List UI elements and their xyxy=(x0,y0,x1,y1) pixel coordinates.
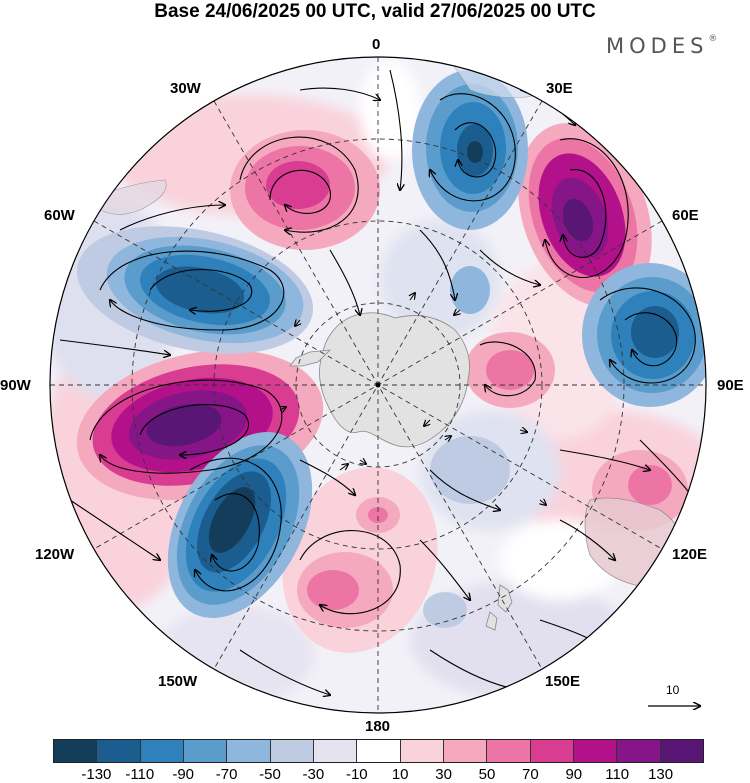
colorbar-swatch xyxy=(270,740,314,762)
lon-label-60e: 60E xyxy=(672,207,699,224)
colorbar-swatch xyxy=(97,740,141,762)
lon-label-180: 180 xyxy=(365,718,391,735)
antarctica-landmass xyxy=(319,312,470,448)
patch-white-north xyxy=(360,60,420,160)
lon-label-30e: 30E xyxy=(546,80,573,97)
south-america-landmass xyxy=(89,179,167,215)
negative-anomaly-80e xyxy=(582,263,706,407)
colorbar-swatch xyxy=(530,740,574,762)
antarctic-peninsula xyxy=(289,349,332,367)
colorbar-swatch xyxy=(660,740,703,762)
wind-vectors xyxy=(280,293,546,505)
colorbar xyxy=(53,739,704,763)
colorbar-tick-label: -10 xyxy=(345,766,368,783)
colorbar-swatch xyxy=(313,740,358,762)
colorbar-tick-label: -130 xyxy=(81,766,112,783)
lon-label-120e: 120E xyxy=(672,546,708,563)
south-pole-marker xyxy=(375,382,381,388)
modes-logo: MODES® xyxy=(606,34,717,58)
lon-label-0: 0 xyxy=(372,36,381,53)
brand-text: MODES xyxy=(606,34,709,58)
lon-label-60w: 60W xyxy=(44,207,75,224)
registered-mark: ® xyxy=(708,34,718,44)
map-title: Base 24/06/2025 00 UTC, valid 27/06/2025… xyxy=(154,1,596,22)
colorbar-swatch xyxy=(573,740,618,762)
colorbar-swatch xyxy=(357,740,401,762)
colorbar-tick-label: 50 xyxy=(478,766,496,783)
negative-anomaly-60w xyxy=(76,226,314,354)
colorbar-swatch xyxy=(487,740,531,762)
negative-anomaly-minor xyxy=(450,266,490,314)
colorbar-swatch xyxy=(54,740,98,762)
lon-label-90e: 90E xyxy=(717,377,744,394)
colorbar-tick-label: -90 xyxy=(172,766,195,783)
colorbar-tick-label: 110 xyxy=(605,766,630,783)
colorbar-swatch xyxy=(140,740,184,762)
colorbar-tick-label: 10 xyxy=(391,766,409,783)
lon-label-90w: 90W xyxy=(0,377,31,394)
reference-vector-label: 10 xyxy=(666,683,680,697)
colorbar-tick-label: 90 xyxy=(565,766,583,783)
positive-anomaly-60e xyxy=(518,123,652,307)
new-zealand-landmass xyxy=(485,584,513,631)
map-boundary-circle xyxy=(49,56,707,714)
lon-label-30w: 30W xyxy=(170,80,201,97)
colorbar-tick-label: -50 xyxy=(259,766,281,783)
lon-label-120w: 120W xyxy=(35,546,75,563)
anomaly-field xyxy=(50,57,706,713)
colorbar-tick-label: 70 xyxy=(522,766,539,783)
colorbar-swatch xyxy=(617,740,661,762)
colorbar-swatch xyxy=(227,740,271,762)
lon-label-150w: 150W xyxy=(158,673,198,690)
colorbar-swatch xyxy=(183,740,228,762)
negative-anomaly-130w xyxy=(167,432,313,618)
colorbar-tick-label: -110 xyxy=(125,766,155,783)
colorbar-swatch xyxy=(443,740,488,762)
lon-label-150e: 150E xyxy=(545,673,581,690)
colorbar-swatch xyxy=(400,740,444,762)
colorbar-tick-label: -70 xyxy=(215,766,238,783)
colorbar-tick-label: -30 xyxy=(302,766,325,783)
colorbar-tick-label: 30 xyxy=(435,766,452,783)
colorbar-tick-label: 130 xyxy=(648,766,674,783)
